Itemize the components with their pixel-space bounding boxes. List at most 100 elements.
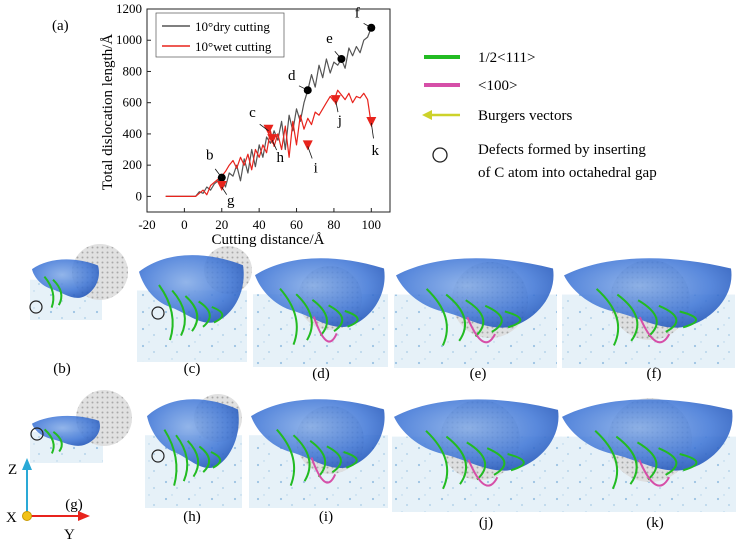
defect-circle-icon [151,449,165,463]
dislocation-line [328,304,344,332]
dislocation-line [276,428,296,486]
dislocation-line [279,287,298,345]
chip-k [562,399,733,471]
legend-dry-label: 10°dry cutting [195,19,270,34]
marker-h [267,134,278,145]
panel-label-c: (c) [184,361,201,377]
snapshot-f [562,258,735,368]
marker-g [216,181,227,192]
chip-b [32,259,100,298]
dislocation-line [658,447,678,476]
dislocation-line [425,288,448,346]
dislocation-line [295,293,313,341]
y-tick-label: 1200 [116,1,142,16]
dislocation-100-line [638,316,671,344]
chip-e [396,258,554,328]
marker-leader-k [370,122,374,139]
chip-d [255,258,385,328]
point-label-b: b [206,148,214,164]
dislocation-line [507,453,525,472]
defect-circle-icon [151,306,165,320]
panel-label-e: (e) [470,366,487,382]
snapshot-i [249,399,388,508]
dislocation-line [615,435,638,485]
x-tick-label: 40 [253,217,266,232]
x-tick-label: -20 [138,217,155,232]
series-line-wet [165,89,372,197]
marker-leader-h [271,140,278,151]
snapshot-j [392,399,562,512]
panel-label-i: (i) [319,509,333,525]
legend-111-label: 1/2<111> [478,50,535,66]
dislocation-line [198,445,211,473]
point-label-d: d [288,68,296,84]
dislocation-line [292,434,311,482]
snapshot-h [145,394,242,508]
dislocation-line [211,306,224,324]
snapshot-b [29,244,128,320]
y-tick-label: 200 [123,157,143,172]
marker-k [366,116,377,127]
marker-j [330,95,341,106]
dislocation-line [425,430,449,490]
chip-c [139,255,244,323]
triad-x-label: X [6,510,17,526]
dislocation-line [158,284,174,341]
panel-label-j: (j) [479,515,493,531]
dislocation-line [343,451,358,469]
legend-defects-line2: of C atom into octahedral gap [478,165,657,181]
dislocation-line [445,293,467,342]
marker-leader-g [221,186,228,195]
panel-label-b: (b) [53,361,71,377]
dislocation-line [43,428,55,454]
dislocation-line [658,304,678,333]
dislocation-line [186,440,200,478]
snapshot-e [394,258,557,368]
point-label-k: k [372,143,380,159]
legend-100-label: <100> [478,78,517,94]
panel-label-a: (a) [52,18,69,34]
dislocation-100-line [466,316,496,344]
defect-circle-icon [29,300,43,314]
axes-triad: Z X Y [6,458,90,543]
x-tick-label: 60 [290,217,303,232]
dislocation-line [210,451,222,469]
defect-circle-icon [30,427,44,441]
dislocation-line [43,275,55,308]
x-tick-label: 0 [181,217,188,232]
chart: (a) -20 0 20 40 60 80 100020040060080010001200… [52,1,391,248]
point-label-g: g [227,193,235,209]
dislocation-line [311,298,328,337]
legend-defects-line1: Defects formed by inserting [478,142,646,158]
panel-label-h: (h) [183,509,201,525]
panel-label-k: (k) [646,515,664,531]
y-tick-label: 400 [123,126,143,141]
dislocation-line [171,289,186,337]
chip-g [32,415,100,446]
snapshot-d [253,258,388,367]
dislocation-line [594,430,619,490]
point-markers: b d e f g c h i j k [206,6,380,209]
dislocation-line [344,310,359,328]
x-tick-label: 100 [362,217,382,232]
marker-leader-e [334,51,342,60]
y-axis-title: Total dislocation length/Å [100,34,116,191]
marker-leader-f [363,22,372,29]
dislocation-line [466,441,487,481]
legend-burgers-label: Burgers vectors [478,108,572,124]
marker-leader-b [214,168,223,178]
chip-h [147,399,239,469]
x-tick-label: 80 [327,217,340,232]
dislocation-line [326,445,342,473]
y-tick-label: 1000 [116,32,142,47]
triad-y-label: Y [64,527,75,543]
dislocation-line [309,439,327,478]
y-tick-label: 600 [123,95,143,110]
dislocation-legend: 1/2<111> <100> Burgers vectors Defects f… [422,50,657,181]
burgers-arrow-icon [422,110,432,120]
marker-leader-c [259,123,269,132]
marker-leader-j [335,101,339,113]
chip-j [394,399,559,471]
point-label-i: i [314,160,318,176]
